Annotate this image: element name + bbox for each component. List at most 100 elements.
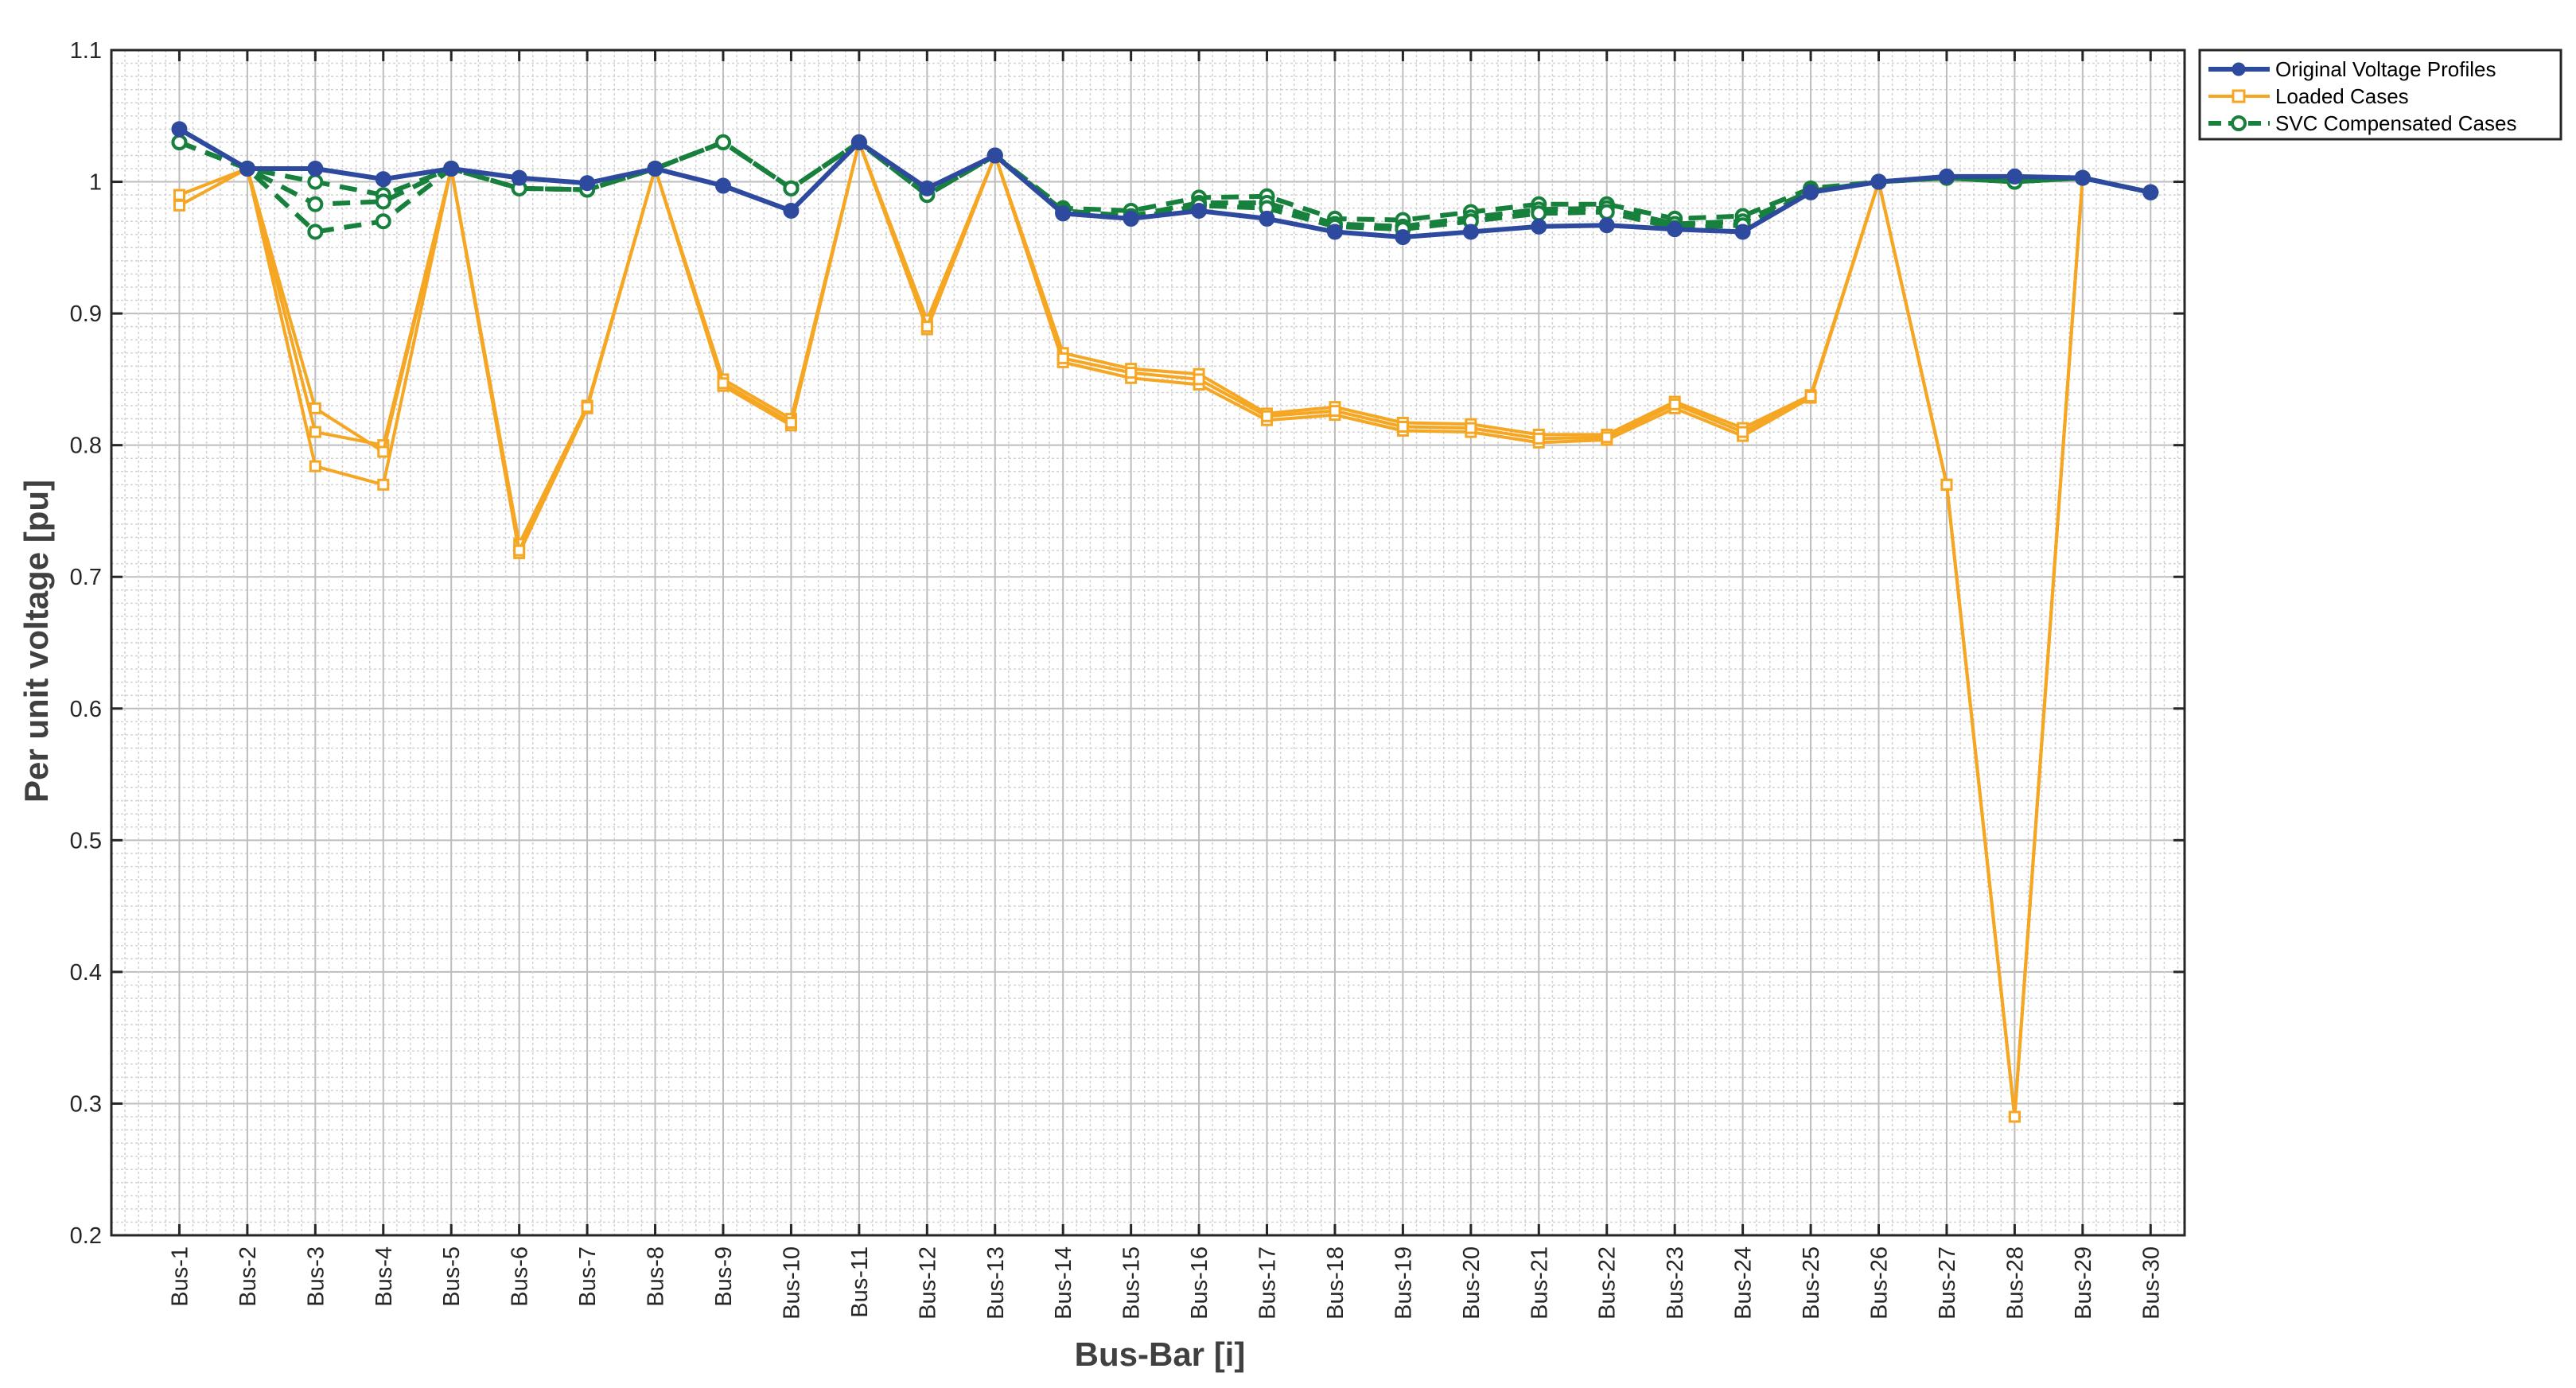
data-point-original xyxy=(919,180,936,196)
data-point-original xyxy=(579,175,596,192)
data-point-loaded xyxy=(1193,373,1205,386)
x-tick-label: Bus-21 xyxy=(1527,1246,1552,1320)
y-tick-label: 0.2 xyxy=(70,1223,102,1249)
data-point-original xyxy=(714,177,731,194)
data-point-loaded xyxy=(513,544,526,557)
x-tick-label: Bus-29 xyxy=(2071,1246,2096,1320)
x-tick-label: Bus-10 xyxy=(779,1246,804,1320)
data-point-svc xyxy=(375,193,391,210)
data-point-original xyxy=(171,121,188,138)
legend-label-original: Original Voltage Profiles xyxy=(2275,57,2496,81)
data-point-loaded xyxy=(1056,352,1069,364)
legend-marker-svc xyxy=(2231,115,2247,131)
x-axis-ticks: Bus-1 Bus-2 Bus-3 Bus-4 Bus-5 Bus-6 Bus-7 Bus-8… xyxy=(167,50,2164,1320)
data-point-original xyxy=(1259,210,1275,227)
data-point-original xyxy=(1055,205,1072,222)
x-tick-label: Bus-23 xyxy=(1663,1246,1688,1320)
y-tick-label: 0.7 xyxy=(70,565,102,590)
data-point-loaded xyxy=(1668,398,1681,410)
y-tick-label: 0.8 xyxy=(70,434,102,459)
grid-lines xyxy=(111,49,2185,1236)
data-point-original xyxy=(511,169,527,186)
data-point-loaded xyxy=(2008,1110,2021,1123)
x-tick-label: Bus-13 xyxy=(983,1246,1009,1320)
data-point-svc xyxy=(307,196,324,212)
data-point-svc xyxy=(307,173,324,190)
x-tick-label: Bus-11 xyxy=(847,1246,873,1318)
x-tick-label: Bus-7 xyxy=(575,1246,601,1307)
data-point-original xyxy=(1870,173,1887,190)
data-point-original xyxy=(783,202,800,219)
data-point-svc xyxy=(714,134,731,150)
data-point-original xyxy=(850,134,867,150)
x-tick-label: Bus-22 xyxy=(1595,1246,1621,1320)
data-point-original xyxy=(1598,217,1615,234)
data-point-loaded xyxy=(717,377,730,390)
legend-item-original: Original Voltage Profiles xyxy=(2208,57,2496,81)
x-tick-label: Bus-2 xyxy=(235,1246,261,1307)
x-axis-title: Bus-Bar [i] xyxy=(1075,1336,1246,1373)
legend-label-loaded: Loaded Cases xyxy=(2275,84,2409,108)
plot-frame xyxy=(110,49,2186,1237)
y-axis-title: Per unit voltage [pu] xyxy=(18,480,55,803)
x-tick-label: Bus-25 xyxy=(1799,1246,1824,1320)
data-point-svc xyxy=(1531,205,1547,222)
data-point-loaded xyxy=(1329,405,1341,418)
y-tick-label: 0.3 xyxy=(70,1091,102,1117)
data-point-loaded xyxy=(920,321,933,333)
legend-marker-original xyxy=(2232,62,2246,76)
series-line-original xyxy=(177,126,2151,240)
data-point-svc xyxy=(307,224,324,240)
data-point-original xyxy=(1803,184,1819,200)
x-tick-label: Bus-6 xyxy=(508,1246,533,1307)
x-tick-label: Bus-20 xyxy=(1459,1246,1485,1320)
legend-label-svc: SVC Compensated Cases xyxy=(2275,111,2516,135)
x-tick-label: Bus-26 xyxy=(1867,1246,1893,1320)
y-tick-label: 0.5 xyxy=(70,828,102,853)
data-point-loaded xyxy=(1737,426,1749,438)
data-point-svc xyxy=(171,134,188,150)
data-point-original xyxy=(239,161,255,177)
data-point-original xyxy=(2074,169,2091,186)
data-point-original xyxy=(375,171,391,188)
data-point-original xyxy=(1123,210,1139,227)
x-tick-label: Bus-15 xyxy=(1119,1246,1145,1320)
data-point-original xyxy=(1395,229,1411,246)
x-tick-label: Bus-14 xyxy=(1051,1246,1076,1320)
data-point-loaded xyxy=(784,417,797,430)
data-point-original xyxy=(1531,218,1547,235)
legend: Original Voltage Profiles Loaded Cases S… xyxy=(2198,49,2562,141)
data-point-original xyxy=(307,161,324,177)
data-point-loaded xyxy=(1532,432,1545,445)
x-tick-label: Bus-3 xyxy=(303,1246,329,1307)
legend-marker-loaded xyxy=(2232,89,2246,103)
series-line-loaded xyxy=(178,140,2151,1118)
data-point-loaded xyxy=(1125,367,1138,379)
data-point-loaded xyxy=(173,199,185,212)
legend-item-loaded: Loaded Cases xyxy=(2208,84,2409,108)
data-point-original xyxy=(1667,221,1683,238)
x-tick-label: Bus-4 xyxy=(372,1246,397,1307)
data-point-loaded xyxy=(1601,431,1613,444)
data-point-loaded xyxy=(581,401,593,414)
data-point-loaded xyxy=(309,460,321,472)
data-point-loaded xyxy=(1396,420,1409,433)
data-point-original xyxy=(1938,168,1955,185)
x-tick-label: Bus-5 xyxy=(439,1246,465,1307)
series-line-svc xyxy=(178,139,2151,223)
x-tick-label: Bus-27 xyxy=(1935,1246,1960,1320)
data-point-loaded xyxy=(1261,410,1274,422)
series-original-0 xyxy=(171,121,2159,246)
data-point-loaded xyxy=(377,478,390,491)
data-point-loaded xyxy=(173,189,185,201)
y-tick-label: 1 xyxy=(89,170,102,196)
data-point-original xyxy=(2006,168,2023,185)
data-point-original xyxy=(1462,224,1479,240)
data-point-original xyxy=(1734,224,1751,240)
data-point-original xyxy=(2142,184,2159,200)
data-point-original xyxy=(647,161,663,177)
data-point-svc xyxy=(375,213,391,230)
x-tick-label: Bus-28 xyxy=(2002,1246,2028,1320)
x-tick-label: Bus-8 xyxy=(644,1246,669,1307)
